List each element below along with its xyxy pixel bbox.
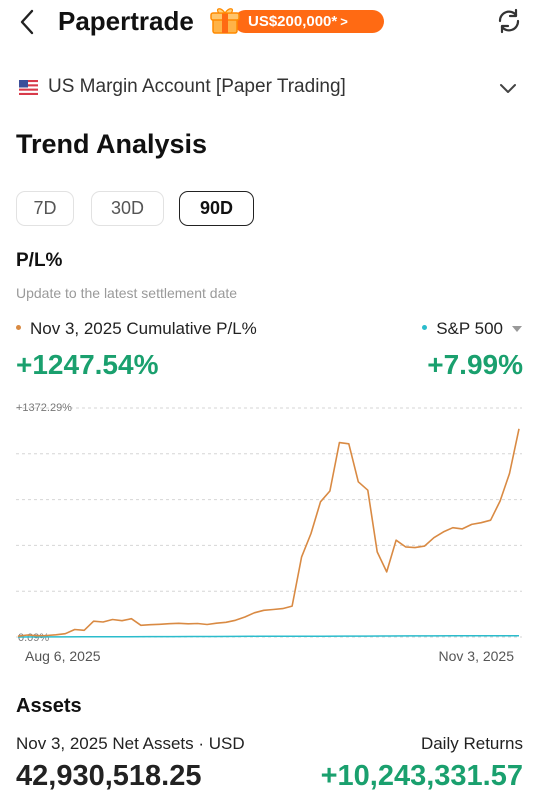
us-flag-icon [19, 80, 38, 95]
legend-benchmark[interactable]: S&P 500 [422, 319, 522, 339]
y-axis-bottom-label: 0.09% [18, 632, 49, 644]
benchmark-pl-value: +7.99% [427, 349, 523, 380]
legend-portfolio: Nov 3, 2025 Cumulative P/L% [16, 319, 257, 339]
tab-90d[interactable]: 90D [179, 191, 254, 226]
tab-30d[interactable]: 30D [91, 191, 164, 226]
promo-badge[interactable]: US$200,000* > [210, 5, 384, 35]
tab-7d[interactable]: 7D [16, 191, 74, 226]
x-axis-end-label: Nov 3, 2025 [439, 648, 515, 664]
account-selector[interactable]: US Margin Account [Paper Trading] [0, 72, 540, 104]
sp500-line [17, 634, 519, 638]
portfolio-pl-value: +1247.54% [16, 349, 159, 380]
pl-percent-label: P/L% [16, 250, 63, 271]
update-note: Update to the latest settlement date [16, 285, 238, 301]
daily-returns-value: +10,243,331.57 [320, 760, 523, 792]
portfolio-line [17, 428, 520, 637]
page-title: Papertrade [58, 6, 194, 36]
promo-pill[interactable]: US$200,000* > [234, 10, 384, 33]
switch-icon[interactable] [494, 6, 524, 36]
promo-chevron: > [340, 14, 348, 29]
pl-trend-chart[interactable]: +1372.29% 0.09% Aug 6, 2025 Nov 3, 2025 [0, 396, 540, 668]
daily-returns-label: Daily Returns [420, 734, 523, 753]
legend-portfolio-label: Nov 3, 2025 Cumulative P/L% [30, 319, 257, 338]
portfolio-dot-icon [16, 325, 21, 331]
account-name: US Margin Account [Paper Trading] [48, 76, 346, 97]
promo-amount: US$200,000* [248, 13, 338, 30]
net-assets-value: 42,930,518.25 [16, 760, 202, 792]
legend-benchmark-label: S&P 500 [436, 319, 503, 338]
assets-title: Assets [16, 695, 82, 717]
header-bar: Papertrade US$200,000* > [0, 0, 540, 44]
benchmark-dot-icon [422, 325, 428, 331]
y-axis-top-label: +1372.29% [16, 402, 72, 414]
trend-analysis-title: Trend Analysis [16, 129, 208, 159]
chevron-down-icon[interactable] [498, 80, 518, 96]
chart-gridlines [16, 407, 522, 638]
net-assets-label: Nov 3, 2025 Net Assets · USD [16, 734, 245, 753]
caret-down-icon[interactable] [512, 325, 522, 333]
back-arrow-icon[interactable] [14, 8, 42, 36]
gift-icon [210, 8, 240, 34]
x-axis-start-label: Aug 6, 2025 [25, 648, 101, 664]
